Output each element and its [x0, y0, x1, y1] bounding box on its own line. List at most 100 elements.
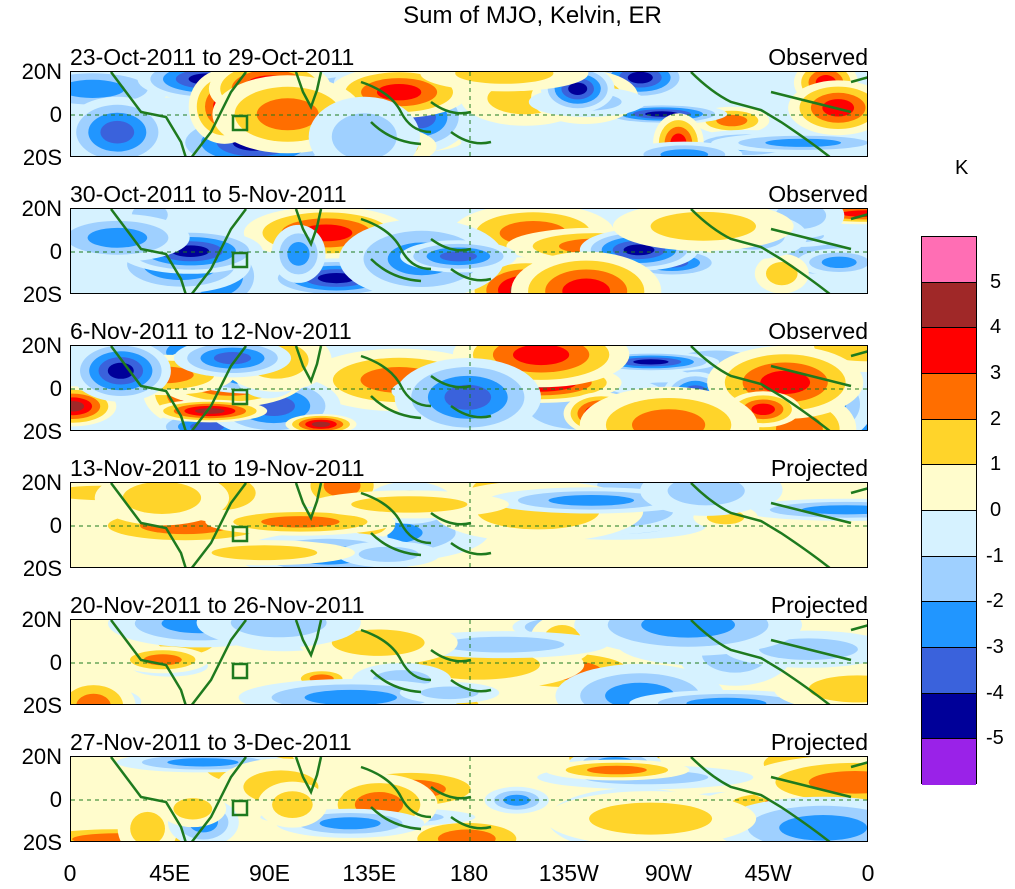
- anomaly-contour: [686, 697, 767, 704]
- anomaly-map-panel: [70, 345, 868, 431]
- panel-date-range: 13-Nov-2011 to 19-Nov-2011: [70, 455, 365, 481]
- panel-date-range: 6-Nov-2011 to 12-Nov-2011: [70, 318, 352, 344]
- anomaly-contour: [808, 675, 867, 703]
- anomaly-contour: [319, 817, 381, 830]
- latitude-label: 20N: [21, 744, 62, 769]
- anomaly-contour: [751, 403, 775, 415]
- anomaly-contour: [814, 346, 867, 362]
- anomaly-contour: [420, 686, 479, 700]
- anomaly-contour: [633, 359, 669, 365]
- panel-status-label: Observed: [768, 318, 868, 344]
- anomaly-contour: [455, 72, 554, 84]
- anomaly-contour: [808, 771, 867, 794]
- americas-coast: [690, 346, 867, 430]
- latitude-label: 20N: [21, 196, 62, 221]
- latitude-label: 20S: [22, 693, 62, 718]
- legend-tick-label: 2: [990, 407, 1002, 430]
- anomaly-contour: [317, 273, 356, 284]
- region-box: [231, 388, 249, 406]
- anomaly-contour: [568, 82, 588, 95]
- legend-tick-label: 3: [990, 362, 1002, 384]
- longitude-label: 0: [861, 860, 875, 886]
- anomaly-contour: [76, 693, 111, 704]
- anomaly-contour: [287, 242, 310, 266]
- anomaly-contour: [167, 758, 239, 767]
- longitude-label: 0: [63, 860, 77, 886]
- anomaly-contour: [71, 79, 125, 98]
- anomaly-map-panel: [70, 482, 868, 568]
- color-legend: [921, 236, 977, 785]
- longitude-label: 135E: [342, 860, 397, 886]
- longitude-label: 45E: [149, 860, 191, 886]
- maritime-coast: [360, 354, 492, 420]
- anomaly-contour: [256, 98, 319, 131]
- latitude-label: 20S: [22, 145, 62, 170]
- anomaly-contour: [439, 251, 477, 262]
- region-box: [231, 525, 249, 543]
- legend-swatch: [922, 693, 976, 740]
- legend-tick-label: -4: [986, 681, 1004, 704]
- anomaly-contour: [716, 114, 748, 127]
- latitude-label: 20N: [21, 333, 62, 358]
- americas-coast: [690, 757, 867, 841]
- longitude-label: 45W: [744, 860, 792, 886]
- latitude-label: 0: [49, 102, 62, 127]
- legend-swatch: [922, 511, 976, 557]
- latitude-label: 0: [49, 239, 62, 264]
- anomaly-contour: [358, 546, 419, 562]
- anomaly-contour: [766, 262, 798, 286]
- legend-swatch: [922, 739, 976, 785]
- anomaly-contour: [311, 421, 331, 427]
- panel-status-label: Observed: [768, 44, 868, 70]
- anomaly-contour: [304, 689, 397, 704]
- panel-status-label: Projected: [770, 729, 868, 755]
- longitude-label: 135W: [538, 860, 599, 886]
- latitude-label: 0: [49, 650, 62, 675]
- maritime-coast: [360, 765, 492, 831]
- legend-swatch: [922, 328, 976, 374]
- maritime-coast: [360, 217, 492, 283]
- anomaly-contour: [623, 244, 655, 256]
- anomaly-contour: [801, 505, 867, 515]
- anomaly-contour: [173, 798, 213, 820]
- panel-date-range: 27-Nov-2011 to 3-Dec-2011: [70, 729, 352, 755]
- latitude-label: 0: [49, 376, 62, 401]
- legend-swatch: [922, 556, 976, 603]
- region-box: [231, 114, 249, 132]
- anomaly-contour: [632, 409, 706, 430]
- anomaly-contour: [331, 629, 425, 656]
- latitude-label: 20S: [22, 419, 62, 444]
- legend-tick-label: -2: [986, 590, 1004, 613]
- anomaly-contour: [660, 149, 709, 156]
- india-coast: [294, 72, 323, 111]
- anomaly-contour: [562, 278, 611, 293]
- figure-title: Sum of MJO, Kelvin, ER: [403, 2, 662, 29]
- india-coast: [294, 209, 323, 248]
- legend-tick-label: -1: [986, 544, 1004, 567]
- panel-status-label: Observed: [768, 181, 868, 207]
- anomaly-contour: [627, 72, 653, 84]
- anomaly-map-panel: [70, 208, 868, 294]
- anomaly-contour: [548, 495, 635, 506]
- latitude-label: 20N: [21, 470, 62, 495]
- anomaly-contour: [589, 802, 713, 835]
- longitude-label: 180: [449, 860, 489, 886]
- anomaly-contour: [442, 636, 565, 653]
- anomaly-contour: [71, 401, 85, 412]
- legend-swatch: [922, 419, 976, 466]
- legend-tick-label: 4: [990, 316, 1002, 339]
- anomaly-contour: [211, 545, 318, 561]
- region-box: [231, 799, 249, 817]
- india-coast: [294, 620, 323, 659]
- legend-swatch: [922, 237, 976, 283]
- latitude-label: 20N: [21, 607, 62, 632]
- americas-coast: [690, 72, 867, 156]
- latitude-label: 20S: [22, 830, 62, 855]
- panel-status-label: Projected: [770, 592, 868, 618]
- anomaly-contour: [587, 765, 647, 775]
- anomaly-contour: [100, 120, 135, 144]
- anomaly-map-panel: [70, 71, 868, 157]
- latitude-label: 0: [49, 787, 62, 812]
- region-box: [231, 662, 249, 680]
- legend-swatch: [922, 282, 976, 329]
